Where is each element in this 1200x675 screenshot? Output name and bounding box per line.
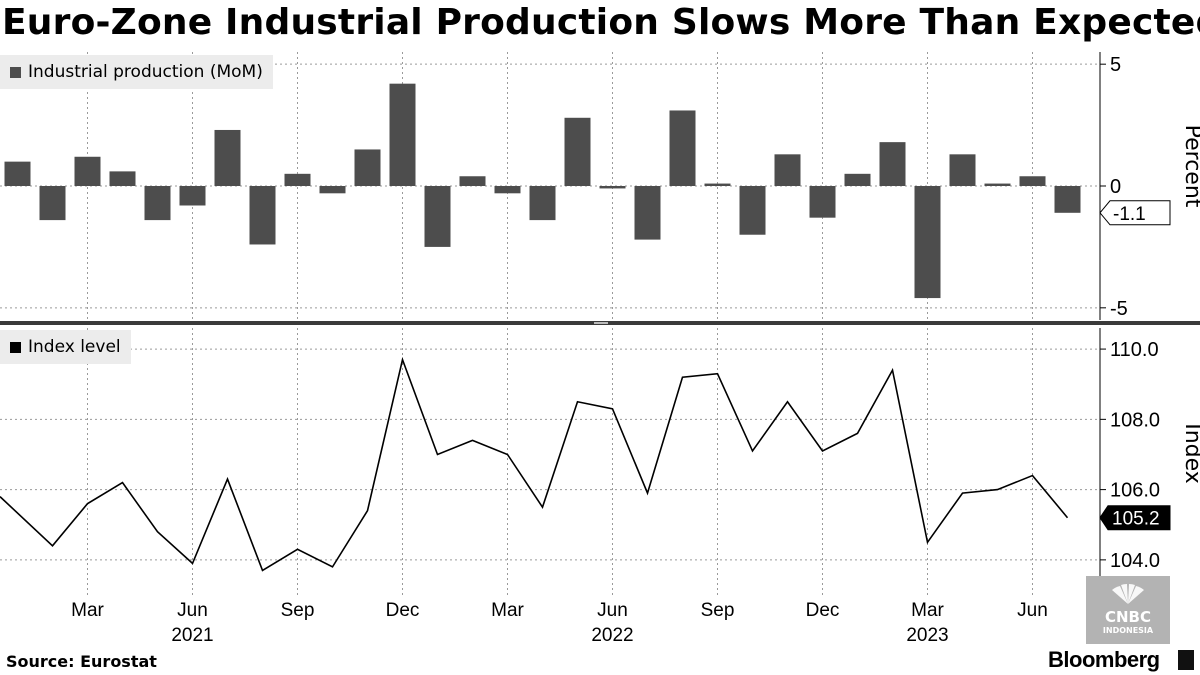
chart-title: Euro-Zone Industrial Production Slows Mo… bbox=[2, 2, 1200, 43]
bar-2021-04 bbox=[109, 171, 136, 186]
bar-2022-01 bbox=[424, 186, 451, 247]
x-tick-label: Sep bbox=[701, 600, 735, 621]
bar-2023-04 bbox=[949, 154, 976, 186]
legend-swatch-line bbox=[10, 341, 21, 353]
bar-2021-01 bbox=[4, 161, 31, 186]
bar-last-value-label: -1.1 bbox=[1113, 204, 1146, 225]
bar-2022-02 bbox=[459, 176, 486, 186]
x-axis: Mar Jun Sep Dec Mar Jun Sep Dec Mar Jun 2021 2022 20… bbox=[71, 600, 1048, 646]
x-year-label: 2023 bbox=[906, 625, 948, 646]
bar-2022-10 bbox=[739, 186, 766, 235]
bar-2021-11 bbox=[354, 149, 381, 186]
x-tick-label: Mar bbox=[71, 600, 104, 621]
legend-industrial-production: Industrial production (MoM) bbox=[0, 55, 273, 89]
bloomberg-terminal-icon bbox=[1178, 650, 1194, 670]
line-panel: 110.0 108.0 106.0 104.0 Index 105.2 bbox=[0, 328, 1200, 595]
line-y-axis-title: Index bbox=[1180, 423, 1200, 484]
bar-2021-03 bbox=[74, 156, 101, 186]
x-tick-label: Dec bbox=[806, 600, 840, 621]
bar-2023-03 bbox=[914, 186, 941, 299]
bar-y-tick-label: -5 bbox=[1110, 298, 1128, 320]
x-year-label: 2021 bbox=[171, 625, 213, 646]
bar-2021-05 bbox=[144, 186, 171, 221]
x-tick-label: Mar bbox=[491, 600, 524, 621]
bar-2023-01 bbox=[844, 173, 871, 186]
bar-panel: 5 0 -5 Percent -1.1 bbox=[0, 52, 1200, 325]
line-last-value-label: 105.2 bbox=[1112, 509, 1160, 530]
bar-2021-08 bbox=[249, 186, 276, 245]
bar-2022-03 bbox=[494, 186, 521, 194]
bar-2022-04 bbox=[529, 186, 556, 221]
legend-swatch-bar bbox=[10, 66, 21, 78]
bar-2023-07 bbox=[1054, 186, 1081, 213]
bar-2023-05 bbox=[984, 183, 1011, 186]
bloomberg-logo: Bloomberg bbox=[1048, 647, 1160, 672]
bar-2023-02 bbox=[879, 142, 906, 186]
bar-2021-10 bbox=[319, 186, 346, 194]
bar-2022-07 bbox=[634, 186, 661, 240]
line-y-tick-label: 106.0 bbox=[1110, 480, 1160, 502]
source-note: Source: Eurostat bbox=[6, 652, 157, 671]
panel-resize-handle bbox=[594, 322, 608, 324]
watermark-line1: CNBC bbox=[1104, 608, 1151, 626]
legend-label-bar: Industrial production (MoM) bbox=[28, 62, 263, 82]
bar-2022-05 bbox=[564, 117, 591, 186]
line-last-value-flag bbox=[1099, 505, 1171, 531]
bar-2021-02 bbox=[39, 186, 66, 221]
bar-last-value-flag bbox=[1099, 200, 1171, 226]
bar-y-tick-label: 0 bbox=[1110, 176, 1121, 198]
bar-2022-09 bbox=[704, 183, 731, 186]
x-tick-label: Dec bbox=[386, 600, 420, 621]
bar-2021-06 bbox=[179, 186, 206, 206]
legend-label-line: Index level bbox=[28, 337, 121, 357]
x-tick-label: Jun bbox=[177, 600, 208, 621]
bar-2022-08 bbox=[669, 110, 696, 186]
legend-index-level: Index level bbox=[0, 330, 131, 364]
bar-2021-07 bbox=[214, 129, 241, 186]
bar-2023-06 bbox=[1019, 176, 1046, 186]
bar-2022-06 bbox=[599, 186, 626, 189]
bar-y-tick-label: 5 bbox=[1110, 54, 1121, 76]
bar-2022-11 bbox=[774, 154, 801, 186]
line-y-tick-label: 108.0 bbox=[1110, 409, 1160, 431]
peacock-icon bbox=[1112, 584, 1144, 604]
line-y-tick-label: 110.0 bbox=[1110, 339, 1159, 361]
x-tick-label: Sep bbox=[281, 600, 315, 621]
cnbc-watermark: CNBC INDONESIA bbox=[1086, 576, 1170, 644]
bar-y-axis-title: Percent bbox=[1180, 125, 1200, 208]
x-year-label: 2022 bbox=[591, 625, 633, 646]
line-y-tick-label: 104.0 bbox=[1110, 550, 1160, 572]
bar-2021-09 bbox=[284, 173, 311, 186]
bar-2022-12 bbox=[809, 186, 836, 218]
watermark-line2: INDONESIA bbox=[1102, 626, 1154, 635]
index-level-line bbox=[0, 356, 1069, 572]
x-tick-label: Jun bbox=[597, 600, 628, 621]
x-tick-label: Jun bbox=[1017, 600, 1048, 621]
x-tick-label: Mar bbox=[911, 600, 944, 621]
bar-2021-12 bbox=[389, 83, 416, 186]
